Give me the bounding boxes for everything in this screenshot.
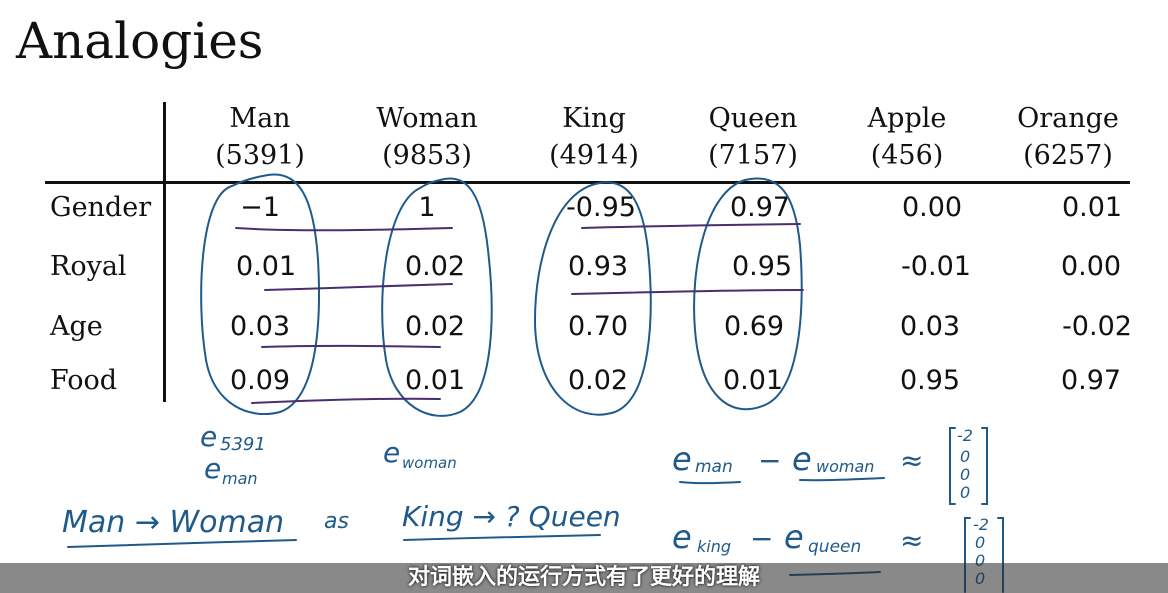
gender-underline-1 — [235, 227, 453, 232]
table-cell: -0.02 — [1062, 311, 1132, 342]
table-cell: 0.09 — [229, 365, 291, 396]
diff1-underline-a — [679, 481, 741, 485]
hw-e5391-sub: 5391 — [220, 434, 266, 455]
hw-vec1-1: 0 — [960, 447, 970, 466]
vec1-bracket — [949, 427, 988, 505]
hw-diff2-a-sub: king — [697, 537, 731, 556]
table-cell: 0.03 — [229, 311, 291, 342]
col-word: King — [562, 103, 626, 134]
table-cell: −1 — [240, 192, 280, 223]
table-cell: 0.70 — [567, 311, 629, 342]
col-index: (4914) — [549, 140, 639, 171]
slide-title: Analogies — [16, 12, 264, 70]
table-cell: 0.02 — [404, 251, 466, 282]
hw-analogy-left: Man → Woman — [62, 505, 284, 540]
col-word: Queen — [708, 103, 798, 134]
subtitle-bar — [0, 563, 1168, 593]
hw-eman: e — [204, 452, 221, 485]
hw-eman-sub: man — [222, 469, 258, 488]
column-circles — [200, 173, 803, 417]
hw-diff1-minus: − — [758, 444, 781, 477]
table-cell: -0.01 — [901, 251, 971, 282]
col-index: (7157) — [708, 140, 798, 171]
row-label-food: Food — [50, 365, 118, 396]
man-column-circle — [200, 173, 320, 416]
hw-diff2-a: e — [672, 518, 692, 556]
queen-column-circle — [693, 177, 803, 411]
table-cell: 0.69 — [723, 311, 785, 342]
col-index: (5391) — [215, 140, 305, 171]
col-header-woman: Woman (9853) — [357, 100, 497, 174]
col-header-queen: Queen (7157) — [683, 100, 823, 174]
food-underline — [251, 397, 441, 404]
hw-diff2-b-sub: queen — [808, 537, 861, 557]
hw-vec2-2: 0 — [975, 551, 985, 570]
col-word: Woman — [376, 103, 478, 134]
hw-diff1-a: e — [672, 440, 692, 478]
col-index: (6257) — [1023, 140, 1113, 171]
hw-diff2-b: e — [784, 518, 804, 556]
hw-vec2-1: 0 — [975, 533, 985, 552]
hw-vec2-0: -2 — [973, 515, 989, 534]
table-cell: 0.95 — [731, 251, 793, 282]
hw-diff2-minus: − — [750, 522, 773, 555]
col-index: (9853) — [382, 140, 472, 171]
handwritten-notes: e 5391 e man e woman e man − e woman ≈ M… — [62, 420, 989, 588]
hw-ewoman-sub: woman — [402, 454, 457, 472]
col-header-orange: Orange (6257) — [998, 100, 1138, 174]
col-word: Apple — [867, 103, 947, 134]
hw-approx-2: ≈ — [900, 524, 923, 557]
col-word: Orange — [1017, 103, 1119, 134]
col-index: (456) — [870, 140, 944, 171]
table-cell: 0.01 — [722, 365, 784, 396]
table-cell: 0.01 — [235, 251, 297, 282]
table-cell: 0.97 — [1060, 365, 1122, 396]
table-cell: 0.02 — [404, 311, 466, 342]
table-cell: 0.00 — [1060, 251, 1122, 282]
table-cell: 0.03 — [899, 311, 961, 342]
table-cell: 0.02 — [567, 365, 629, 396]
hw-diff1-b: e — [792, 440, 812, 478]
diff1-underline-b — [799, 477, 885, 482]
royal-underline-1 — [264, 283, 453, 291]
hw-vec1-0: -2 — [957, 426, 973, 445]
table-cell: 1 — [418, 192, 436, 223]
table-row-label-divider — [163, 102, 166, 402]
col-header-apple: Apple (456) — [837, 100, 977, 174]
hw-diff1-b-sub: woman — [816, 457, 874, 476]
hw-vec1-3: 0 — [960, 483, 970, 502]
table-cell: 0.95 — [899, 365, 961, 396]
hw-ewoman: e — [383, 436, 400, 469]
hw-vec1-2: 0 — [960, 465, 970, 484]
hw-diff1-a-sub: man — [695, 457, 733, 477]
table-cell: 0.01 — [1061, 192, 1123, 223]
hw-analogy-as: as — [324, 509, 349, 534]
col-header-man: Man (5391) — [190, 100, 330, 174]
table-cell: 0.00 — [901, 192, 963, 223]
table-cell: 0.93 — [567, 251, 629, 282]
row-underlines — [235, 223, 804, 404]
col-word: Man — [229, 103, 291, 134]
row-label-age: Age — [50, 311, 103, 342]
col-header-king: King (4914) — [524, 100, 664, 174]
gender-underline-2 — [581, 223, 801, 229]
hw-approx-1: ≈ — [900, 444, 923, 477]
table-cell: 0.97 — [729, 192, 791, 223]
woman-column-circle — [381, 177, 493, 417]
analogy-underline-left — [67, 539, 297, 548]
row-label-gender: Gender — [50, 192, 152, 223]
row-label-royal: Royal — [50, 251, 127, 282]
table-cell: -0.95 — [566, 192, 636, 223]
king-column-circle — [533, 181, 652, 416]
table-header-divider — [45, 181, 1130, 184]
table-cell: 0.01 — [404, 365, 466, 396]
analogy-underline-right — [403, 534, 601, 541]
hw-analogy-right: King → ? Queen — [402, 500, 621, 533]
age-underline — [261, 344, 441, 348]
subtitle-caption: 对词嵌入的运行方式有了更好的理解 — [407, 565, 760, 590]
hw-e5391: e — [200, 420, 217, 453]
royal-underline-2 — [571, 289, 804, 295]
